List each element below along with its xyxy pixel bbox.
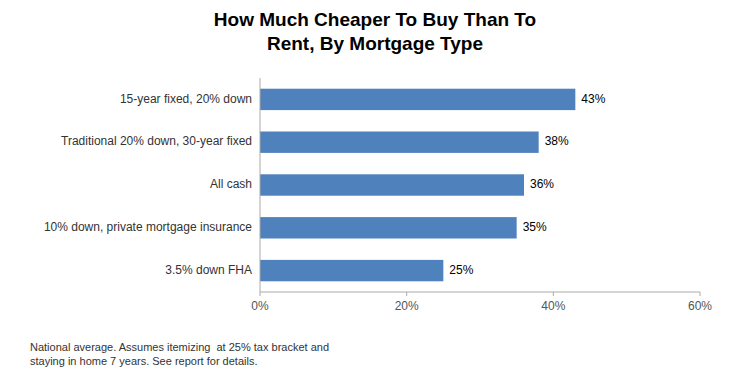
bar — [260, 89, 575, 110]
category-label: 3.5% down FHA — [165, 263, 252, 277]
data-label: 35% — [523, 220, 547, 234]
bar — [260, 260, 443, 281]
chart-svg: How Much Cheaper To Buy Than ToRent, By … — [0, 0, 750, 375]
data-label: 43% — [581, 92, 605, 106]
data-label: 25% — [449, 263, 473, 277]
x-axis-line — [260, 292, 700, 293]
x-tick — [260, 292, 261, 296]
x-tick — [553, 292, 554, 296]
data-label: 36% — [530, 177, 554, 191]
category-label: All cash — [210, 177, 252, 191]
x-tick-label: 20% — [395, 299, 419, 313]
chart-title: How Much Cheaper To Buy Than ToRent, By … — [214, 9, 536, 54]
bars — [260, 89, 575, 282]
chart-container: How Much Cheaper To Buy Than ToRent, By … — [0, 0, 750, 375]
bar — [260, 174, 524, 195]
x-tick-label: 40% — [541, 299, 565, 313]
x-tick — [700, 292, 701, 296]
x-tick-label: 60% — [688, 299, 712, 313]
zero-line — [260, 78, 261, 292]
data-label: 38% — [545, 134, 569, 148]
x-tick-label: 0% — [251, 299, 269, 313]
x-tick — [406, 292, 407, 296]
category-label: 15-year fixed, 20% down — [120, 92, 252, 106]
category-label: 10% down, private mortgage insurance — [44, 220, 252, 234]
footnote: National average. Assumes itemizing at 2… — [30, 341, 329, 367]
category-label: Traditional 20% down, 30-year fixed — [61, 134, 252, 148]
bar — [260, 132, 539, 153]
bar — [260, 217, 517, 238]
